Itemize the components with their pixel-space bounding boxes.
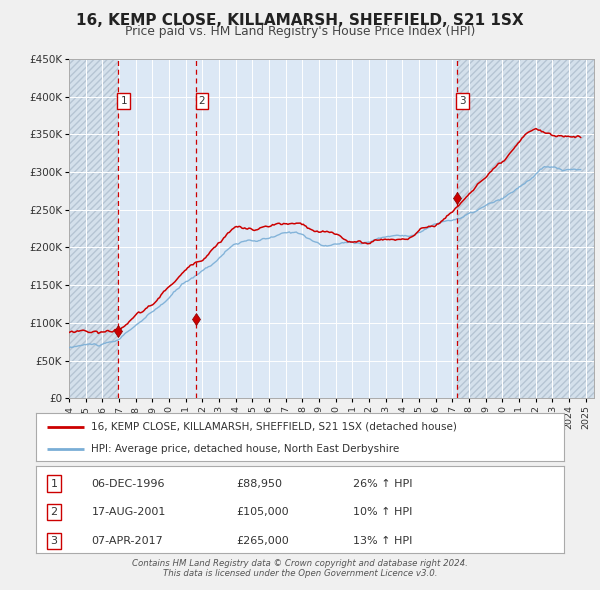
Text: 1: 1 — [121, 96, 127, 106]
Text: Price paid vs. HM Land Registry's House Price Index (HPI): Price paid vs. HM Land Registry's House … — [125, 25, 475, 38]
Text: £88,950: £88,950 — [236, 478, 283, 489]
Text: 07-APR-2017: 07-APR-2017 — [91, 536, 163, 546]
Text: £265,000: £265,000 — [236, 536, 289, 546]
Text: £105,000: £105,000 — [236, 507, 289, 517]
Text: 1: 1 — [50, 478, 58, 489]
Text: Contains HM Land Registry data © Crown copyright and database right 2024.: Contains HM Land Registry data © Crown c… — [132, 559, 468, 568]
Text: 3: 3 — [460, 96, 466, 106]
Text: 26% ↑ HPI: 26% ↑ HPI — [353, 478, 412, 489]
Text: 16, KEMP CLOSE, KILLAMARSH, SHEFFIELD, S21 1SX: 16, KEMP CLOSE, KILLAMARSH, SHEFFIELD, S… — [76, 13, 524, 28]
Text: HPI: Average price, detached house, North East Derbyshire: HPI: Average price, detached house, Nort… — [91, 444, 400, 454]
Text: This data is licensed under the Open Government Licence v3.0.: This data is licensed under the Open Gov… — [163, 569, 437, 578]
Text: 13% ↑ HPI: 13% ↑ HPI — [353, 536, 412, 546]
Text: 06-DEC-1996: 06-DEC-1996 — [91, 478, 165, 489]
Text: 2: 2 — [199, 96, 205, 106]
Text: 2: 2 — [50, 507, 58, 517]
Text: 3: 3 — [50, 536, 58, 546]
Text: 17-AUG-2001: 17-AUG-2001 — [91, 507, 166, 517]
Text: 16, KEMP CLOSE, KILLAMARSH, SHEFFIELD, S21 1SX (detached house): 16, KEMP CLOSE, KILLAMARSH, SHEFFIELD, S… — [91, 421, 457, 431]
Text: 10% ↑ HPI: 10% ↑ HPI — [353, 507, 412, 517]
